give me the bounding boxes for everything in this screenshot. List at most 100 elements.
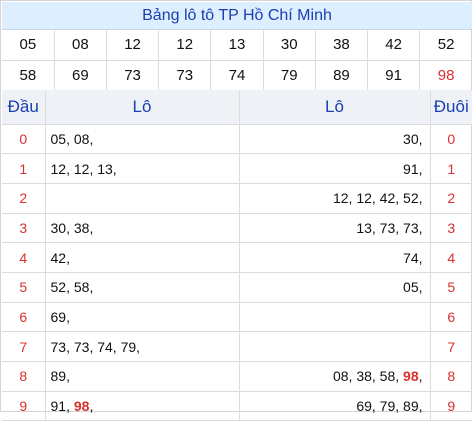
result-number: 91: [367, 60, 421, 91]
table-row: 5 52, 58, 05, 5: [2, 272, 472, 303]
lo-number: 74: [97, 338, 113, 355]
result-number: 42: [367, 30, 421, 61]
lo-number: 30: [50, 219, 67, 236]
lo-right-cell: [239, 302, 431, 333]
duoi-digit: 7: [430, 331, 472, 362]
table-row: 0 05, 08, 30, 0: [2, 124, 472, 155]
dau-duoi-header: Đầu Lô Lô Đuôi: [2, 90, 472, 125]
table-row: 2 12, 12, 42, 52, 2: [2, 183, 472, 214]
result-number: 30: [263, 30, 316, 61]
result-number: 79: [263, 60, 316, 91]
lo-number: 05: [403, 279, 419, 296]
lo-number: 05: [50, 130, 67, 147]
lo-right-cell: 69, 79, 89,: [239, 391, 431, 421]
header-lo-right: Lô: [239, 90, 431, 125]
lo-right-cell: 05,: [239, 272, 431, 303]
lo-number: 42: [50, 249, 67, 266]
result-number: 13: [210, 30, 264, 61]
lo-right-cell: [239, 331, 431, 362]
result-number: 89: [315, 60, 369, 91]
lo-left-cell: 30, 38,: [45, 213, 240, 244]
dau-digit: 3: [2, 213, 46, 244]
lo-number: 13: [356, 219, 372, 236]
lo-number: 52: [50, 279, 67, 296]
lo-number: 74: [403, 249, 419, 266]
lo-number: 73: [379, 219, 396, 236]
lo-left-cell: 12, 12, 13,: [45, 153, 240, 184]
table-title: Bảng lô tô TP Hồ Chí Minh: [2, 2, 472, 30]
duoi-digit: 8: [430, 361, 472, 392]
result-number: 12: [106, 30, 160, 61]
lo-number: 42: [379, 190, 396, 207]
header-dau: Đầu: [2, 90, 46, 125]
lo-number: 89: [403, 398, 419, 415]
duoi-digit: 4: [430, 242, 472, 273]
table-row: 9 91, 98, 69, 79, 89, 9: [2, 391, 472, 421]
duoi-digit: 6: [430, 302, 472, 333]
result-number: 05: [2, 30, 55, 61]
result-number: 38: [315, 30, 369, 61]
dau-digit: 7: [2, 331, 46, 362]
dau-digit: 6: [2, 302, 46, 333]
result-number: 73: [106, 60, 160, 91]
lo-number: 58: [379, 368, 396, 385]
duoi-digit: 5: [430, 272, 472, 303]
result-number: 98: [419, 60, 472, 91]
dau-digit: 4: [2, 242, 46, 273]
lo-right-cell: 30,: [239, 124, 431, 155]
lo-number: 38: [356, 368, 372, 385]
lo-number: 13: [97, 160, 113, 177]
lo-left-cell: 91, 98,: [45, 391, 240, 421]
lo-left-cell: 05, 08,: [45, 124, 240, 155]
lo-number: 89: [50, 368, 67, 385]
dau-digit: 8: [2, 361, 46, 392]
duoi-digit: 9: [430, 391, 472, 421]
lo-number: 08: [332, 368, 349, 385]
duoi-digit: 3: [430, 213, 472, 244]
table-row: 6 69, 6: [2, 302, 472, 333]
dau-digit: 9: [2, 391, 46, 421]
lo-left-cell: 89,: [45, 361, 240, 392]
duoi-digit: 0: [430, 124, 472, 155]
lo-number: 79: [379, 398, 396, 415]
lo-number: 73: [50, 338, 67, 355]
lo-number: 98: [73, 398, 90, 415]
lo-left-cell: 73, 73, 74, 79,: [45, 331, 240, 362]
lo-right-cell: 91,: [239, 153, 431, 184]
result-number: 52: [419, 30, 472, 61]
numbers-row-1: 05 08 12 12 13 30 38 42 52: [2, 30, 472, 61]
lo-right-cell: 74,: [239, 242, 431, 273]
lo-number: 38: [73, 219, 90, 236]
lo-number: 12: [73, 160, 90, 177]
result-numbers-table: 05 08 12 12 13 30 38 42 52 58 69 73 73 74 79 89 91 98: [2, 30, 472, 91]
lo-number: 98: [403, 368, 419, 385]
result-number: 08: [54, 30, 107, 61]
lo-number: 52: [403, 190, 419, 207]
dau-digit: 0: [2, 124, 46, 155]
lo-number: 91: [50, 398, 67, 415]
result-number: 69: [54, 60, 107, 91]
lo-number: 30: [403, 130, 419, 147]
lo-number: 12: [356, 190, 372, 207]
lo-right-cell: 08, 38, 58, 98,: [239, 361, 431, 392]
lo-number: 91: [403, 160, 419, 177]
dau-digit: 2: [2, 183, 46, 214]
lo-number: 73: [73, 338, 90, 355]
lo-right-cell: 12, 12, 42, 52,: [239, 183, 431, 214]
lo-number: 58: [73, 279, 90, 296]
table-row: 7 73, 73, 74, 79, 7: [2, 331, 472, 362]
dau-digit: 1: [2, 153, 46, 184]
lo-right-cell: 13, 73, 73,: [239, 213, 431, 244]
lo-number: 08: [73, 130, 90, 147]
result-number: 74: [210, 60, 264, 91]
lo-left-cell: [45, 183, 240, 214]
result-number: 73: [158, 60, 212, 91]
table-row: 8 89, 08, 38, 58, 98, 8: [2, 361, 472, 392]
table-row: 3 30, 38, 13, 73, 73, 3: [2, 213, 472, 244]
lo-number: 12: [332, 190, 349, 207]
lo-number: 69: [50, 308, 67, 325]
lo-left-cell: 69,: [45, 302, 240, 333]
lo-number: 79: [120, 338, 137, 355]
result-number: 12: [158, 30, 212, 61]
